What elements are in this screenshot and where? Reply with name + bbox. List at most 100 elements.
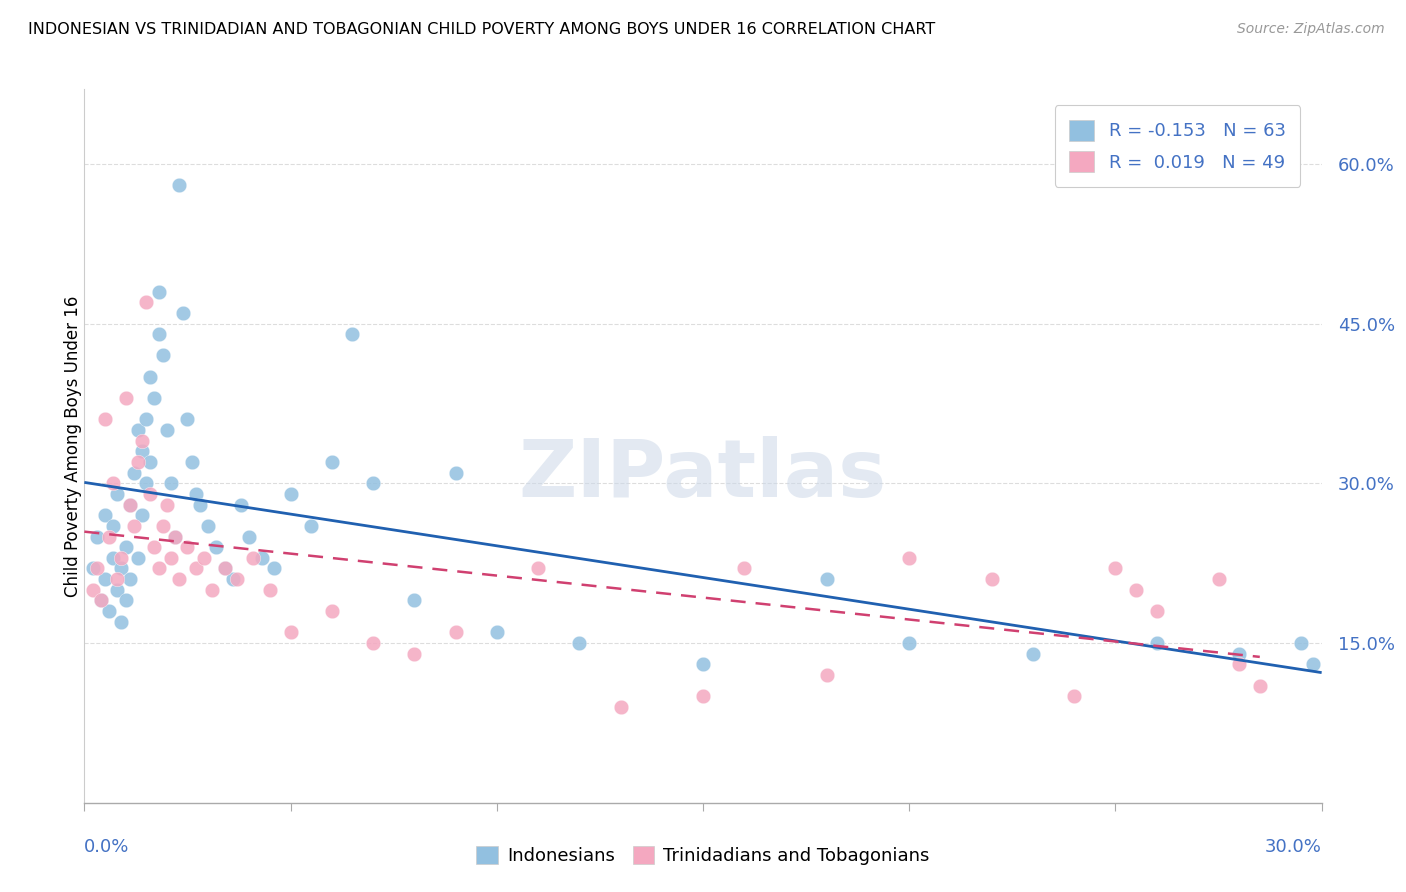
Point (110, 615, 132, 629)
Point (444, 466, 467, 480)
Point (280, 487, 302, 501)
Point (165, 529, 187, 543)
Point (114, 540, 136, 554)
Point (444, 625, 467, 640)
Point (692, 690, 714, 704)
Point (156, 498, 179, 512)
Point (160, 550, 183, 565)
Point (226, 572, 249, 586)
Text: 30.0%: 30.0% (1265, 838, 1322, 856)
Point (733, 561, 755, 575)
Point (342, 327, 364, 342)
Point (263, 561, 285, 575)
Point (148, 327, 170, 342)
Point (103, 519, 125, 533)
Point (568, 636, 591, 650)
Point (135, 476, 157, 491)
Point (82, 582, 104, 597)
Point (122, 519, 145, 533)
Point (122, 466, 145, 480)
Point (815, 572, 838, 586)
Point (229, 498, 252, 512)
Point (193, 550, 215, 565)
Point (222, 572, 245, 586)
Point (1208, 572, 1230, 586)
Point (321, 604, 343, 618)
Point (94, 508, 117, 523)
Point (156, 423, 179, 437)
Point (103, 550, 125, 565)
Point (1104, 561, 1126, 575)
Point (103, 476, 125, 491)
Point (321, 455, 343, 469)
Point (1146, 636, 1168, 650)
Point (1289, 636, 1312, 650)
Point (214, 561, 236, 575)
Point (139, 369, 162, 384)
Point (127, 423, 149, 437)
Point (94, 412, 117, 426)
Point (898, 636, 921, 650)
Point (82, 561, 104, 575)
Point (404, 647, 426, 661)
Point (135, 295, 157, 310)
Point (118, 572, 141, 586)
Point (90, 593, 112, 607)
Point (139, 455, 162, 469)
Text: ZIPatlas: ZIPatlas (519, 435, 887, 514)
Point (361, 636, 384, 650)
Point (188, 498, 211, 512)
Point (98, 604, 121, 618)
Point (131, 434, 153, 448)
Point (148, 561, 170, 575)
Point (110, 550, 132, 565)
Point (152, 349, 174, 363)
Point (1063, 690, 1085, 704)
Text: INDONESIAN VS TRINIDADIAN AND TOBAGONIAN CHILD POVERTY AMONG BOYS UNDER 16 CORRE: INDONESIAN VS TRINIDADIAN AND TOBAGONIAN… (28, 22, 935, 37)
Point (135, 412, 157, 426)
Point (1227, 657, 1250, 672)
Point (280, 625, 302, 640)
Point (165, 529, 187, 543)
Point (167, 178, 190, 192)
Point (139, 487, 162, 501)
Point (148, 285, 170, 299)
Point (90, 593, 112, 607)
Legend: Indonesians, Trinidadians and Tobagonians: Indonesians, Trinidadians and Tobagonian… (467, 837, 939, 874)
Point (176, 540, 198, 554)
Point (214, 561, 236, 575)
Point (184, 561, 207, 575)
Point (404, 593, 426, 607)
Point (299, 519, 322, 533)
Point (143, 540, 166, 554)
Point (527, 561, 550, 575)
Point (980, 572, 1002, 586)
Text: 0.0%: 0.0% (84, 838, 129, 856)
Point (118, 498, 141, 512)
Point (609, 700, 631, 714)
Point (176, 412, 198, 426)
Point (692, 657, 714, 672)
Point (127, 550, 149, 565)
Point (1302, 657, 1324, 672)
Point (98, 529, 121, 543)
Point (201, 582, 224, 597)
Point (1249, 679, 1271, 693)
Point (167, 572, 190, 586)
Point (238, 529, 260, 543)
Point (1125, 582, 1147, 597)
Point (143, 391, 166, 405)
Point (197, 519, 219, 533)
Point (114, 391, 136, 405)
Point (485, 625, 508, 640)
Point (105, 487, 128, 501)
Point (180, 455, 202, 469)
Point (361, 476, 384, 491)
Point (1146, 604, 1168, 618)
Point (131, 508, 153, 523)
Point (1022, 647, 1045, 661)
Point (86, 529, 108, 543)
Point (131, 444, 153, 458)
Point (110, 561, 132, 575)
Point (259, 582, 281, 597)
